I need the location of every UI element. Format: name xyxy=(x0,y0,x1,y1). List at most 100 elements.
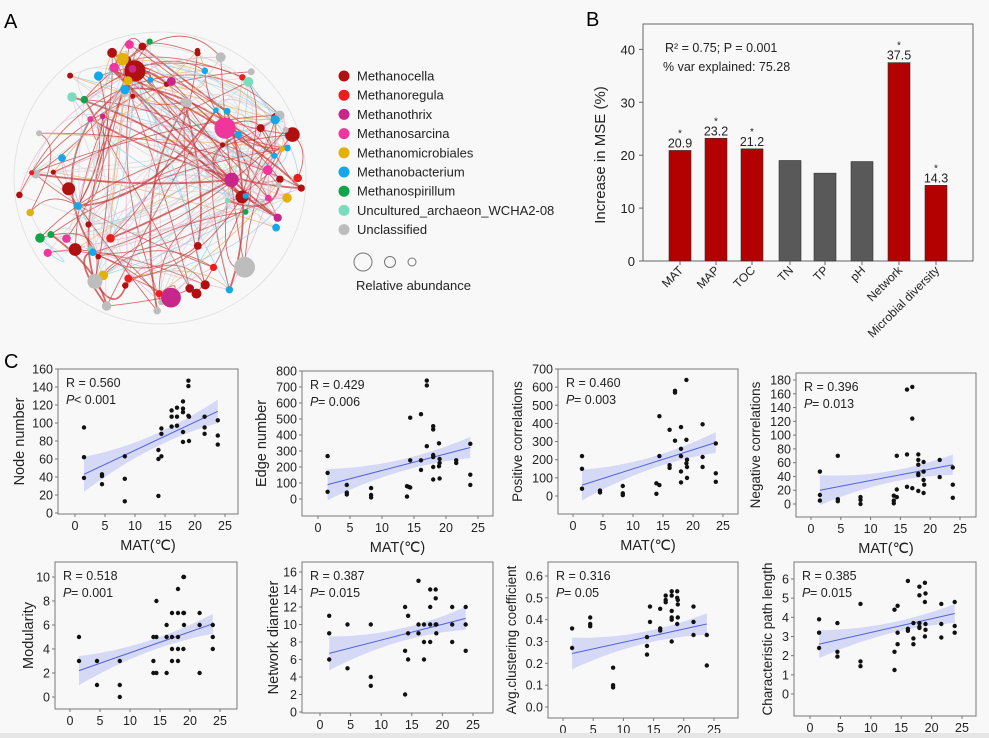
data-point xyxy=(891,501,896,506)
x-tick-label: TP xyxy=(810,263,831,284)
data-point xyxy=(904,484,910,489)
p-value-label: P xyxy=(310,395,319,409)
data-point xyxy=(463,622,468,627)
data-point xyxy=(159,431,164,436)
x-tick-label: 20 xyxy=(188,519,202,533)
data-point xyxy=(405,657,411,662)
data-point xyxy=(917,625,922,631)
data-point xyxy=(691,604,696,609)
legend-swatch xyxy=(338,185,350,197)
network-node xyxy=(62,182,76,196)
data-point xyxy=(713,479,718,484)
x-tick-label: 5 xyxy=(600,519,607,533)
model-fit-annotation: R² = 0.75; P = 0.001 xyxy=(665,41,777,55)
confidence-band xyxy=(84,399,218,492)
data-point xyxy=(463,604,468,610)
y-tick-label: 40 xyxy=(39,471,53,485)
network-node xyxy=(35,233,45,243)
p-value-label: P xyxy=(310,586,319,600)
data-point xyxy=(154,634,159,640)
network-edge xyxy=(197,208,246,247)
data-point xyxy=(215,418,220,423)
data-point xyxy=(416,622,421,627)
data-point xyxy=(408,485,413,490)
data-point xyxy=(892,667,897,673)
x-tick-label: MAT xyxy=(659,263,687,291)
y-axis-label: Negative correlations xyxy=(748,381,763,508)
x-tick-label: 20 xyxy=(183,714,197,728)
data-point xyxy=(169,408,174,413)
x-tick-label: 5 xyxy=(837,522,844,536)
network-edge xyxy=(92,101,185,253)
data-point xyxy=(916,462,921,467)
bar-tp xyxy=(813,172,837,262)
data-point xyxy=(663,600,668,605)
confidence-band xyxy=(819,454,953,506)
network-edge xyxy=(77,116,105,207)
network-node xyxy=(234,131,242,139)
network-node xyxy=(50,169,56,175)
x-tick-label: TOC xyxy=(730,263,758,291)
bottom-border xyxy=(0,733,989,738)
y-tick-label: 140 xyxy=(32,381,53,395)
p-value: = 0.015 xyxy=(318,586,360,600)
network-edge xyxy=(111,51,280,116)
x-tick-label: MAP xyxy=(694,263,722,291)
y-tick-label: 16 xyxy=(283,566,297,580)
x-tick-label: 5 xyxy=(97,714,104,728)
data-point xyxy=(922,580,928,585)
regression-line xyxy=(581,442,716,486)
network-node xyxy=(29,170,35,176)
network-edge xyxy=(39,237,65,263)
x-tick-label: TN xyxy=(775,263,796,284)
data-point xyxy=(99,473,105,479)
data-point xyxy=(657,482,662,488)
data-point xyxy=(197,622,202,628)
data-point xyxy=(816,617,822,622)
x-axis-label: MAT(℃) xyxy=(858,541,913,557)
data-point xyxy=(675,589,680,594)
data-point xyxy=(952,599,957,605)
data-point xyxy=(678,424,684,430)
data-point xyxy=(76,658,82,664)
x-tick-label: 25 xyxy=(218,519,232,533)
data-point xyxy=(675,615,680,620)
network-edge xyxy=(84,60,206,101)
plot-frame xyxy=(301,561,494,714)
network-edge xyxy=(103,197,269,276)
data-point xyxy=(122,499,128,504)
data-point xyxy=(404,494,410,499)
network-node xyxy=(194,50,201,57)
network-edge xyxy=(126,59,277,228)
legend-swatch xyxy=(338,108,350,120)
network-edge xyxy=(166,57,243,85)
network-node xyxy=(224,197,230,204)
data-point xyxy=(922,634,928,639)
data-point xyxy=(164,622,169,628)
x-tick-label: 0 xyxy=(570,519,577,533)
data-point xyxy=(450,622,455,627)
data-point xyxy=(588,615,593,620)
network-edge xyxy=(88,134,239,225)
data-point xyxy=(175,586,181,592)
y-tick-label: 600 xyxy=(276,397,297,411)
network-edge xyxy=(158,196,243,294)
legend-swatch xyxy=(338,166,350,178)
data-point xyxy=(468,441,473,446)
network-node xyxy=(262,165,273,176)
data-point xyxy=(700,422,705,427)
data-point xyxy=(169,658,175,664)
data-point xyxy=(817,469,823,474)
data-point xyxy=(181,574,187,580)
x-tick-label: 15 xyxy=(153,714,167,728)
data-point xyxy=(892,607,897,612)
y-tick-label: 6 xyxy=(43,619,50,633)
x-tick-label: 0 xyxy=(67,714,74,728)
regression-line xyxy=(819,613,955,645)
network-edge xyxy=(127,84,168,279)
plot-frame xyxy=(795,372,977,518)
data-point xyxy=(202,425,207,430)
data-point xyxy=(620,483,625,489)
data-point xyxy=(81,475,87,481)
